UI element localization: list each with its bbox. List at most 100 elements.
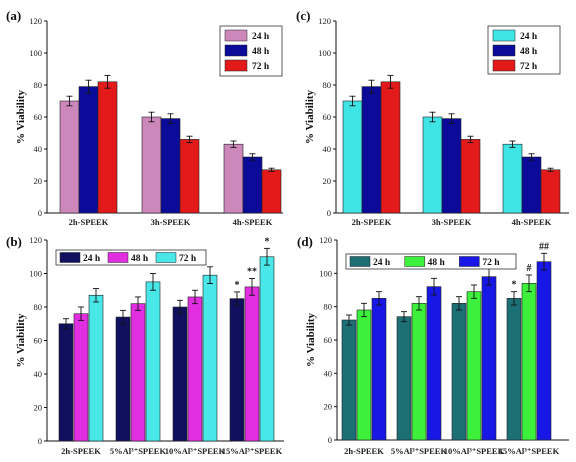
y-tick-label: 20 xyxy=(34,403,43,413)
bar-1-1 xyxy=(342,100,363,214)
x-tick-label: 2h-SPEEK xyxy=(69,217,109,227)
bar-2-2 xyxy=(441,118,462,214)
y-axis-label: % Viability xyxy=(15,313,27,368)
bar-3-1 xyxy=(88,294,104,442)
x-tick-label: 4h-SPEEK xyxy=(512,217,552,227)
legend-swatch xyxy=(224,44,248,57)
panel-label: (a) xyxy=(6,8,21,23)
bar-3-1 xyxy=(380,81,401,214)
y-tick-label: 120 xyxy=(29,16,42,26)
x-tick-label: 3h-SPEEK xyxy=(151,217,191,227)
bar-2-3 xyxy=(521,156,542,214)
x-tick-label: 5%Al³⁺SPEEK xyxy=(391,446,448,456)
significance-mark: * xyxy=(512,280,517,291)
legend-label: 48 h xyxy=(428,258,446,268)
significance-mark: * xyxy=(265,236,270,247)
y-tick-label: 0 xyxy=(38,208,42,218)
bar-1-2 xyxy=(141,116,162,214)
significance-mark: * xyxy=(235,280,240,291)
y-tick-label: 0 xyxy=(328,435,332,445)
y-tick-label: 0 xyxy=(38,436,42,446)
x-tick-label: 4h-SPEEK xyxy=(233,217,273,227)
y-tick-label: 100 xyxy=(29,269,42,279)
y-tick-label: 40 xyxy=(323,144,332,154)
bar-2-2 xyxy=(160,118,181,214)
x-tick-label: 2h-SPEEK xyxy=(344,446,384,456)
x-tick-label: 5%Al³⁺SPEEK xyxy=(110,446,167,456)
y-tick-label: 40 xyxy=(324,368,333,378)
bar-2-1 xyxy=(78,86,99,214)
x-tick-label: 2h-SPEEK xyxy=(352,217,392,227)
y-tick-label: 60 xyxy=(324,335,333,345)
y-tick-label: 40 xyxy=(34,144,43,154)
legend-swatch xyxy=(404,256,425,267)
legend-label: 72 h xyxy=(520,62,538,72)
legend-label: 48 h xyxy=(131,254,149,264)
bar-3-2 xyxy=(460,139,481,214)
bar-2-3 xyxy=(242,156,263,214)
x-tick-label: 3h-SPEEK xyxy=(432,217,472,227)
significance-mark: ## xyxy=(539,241,549,252)
bar-1-3 xyxy=(502,143,523,214)
x-tick-label: 15%Al³⁺SPEEK xyxy=(222,446,283,456)
legend-swatch xyxy=(459,256,480,267)
bar-3-4 xyxy=(536,261,552,441)
y-tick-label: 60 xyxy=(34,112,43,122)
panel-d: (d) 0 20 40 60 80 100 120 % Viability 2h-SPEEK 5%A… xyxy=(297,234,569,456)
legend-swatch xyxy=(155,252,177,263)
panel-c: (c) 0 20 40 60 80 100 120 % Viability 2h-SPEEK 3h-… xyxy=(296,8,569,227)
panel-b: (b) 0 20 40 60 80 100 120 % Viability 2h-SPEEK 5%A… xyxy=(6,234,284,456)
x-tick-label: 10%Al³⁺SPEEK xyxy=(165,446,226,456)
bar-1-4 xyxy=(506,298,522,441)
x-tick-label: 2h-SPEEK xyxy=(61,446,101,456)
legend-label: 24 h xyxy=(520,32,538,42)
bar-2-4 xyxy=(244,286,260,442)
x-tick-label: 10%Al³⁺SPEEK xyxy=(444,446,505,456)
bar-1-3 xyxy=(172,306,188,442)
panel-label: (b) xyxy=(6,234,22,249)
bar-3-3 xyxy=(261,169,282,214)
panel-label: (c) xyxy=(296,8,310,23)
legend-swatch xyxy=(492,59,516,72)
bar-3-3 xyxy=(540,169,561,214)
bar-1-2 xyxy=(115,316,131,442)
legend-swatch xyxy=(349,256,371,267)
bar-2-2 xyxy=(130,303,146,442)
bar-3-3 xyxy=(202,274,218,442)
y-axis-label: % Viability xyxy=(304,89,316,144)
y-tick-label: 120 xyxy=(318,16,331,26)
y-tick-label: 20 xyxy=(34,176,43,186)
y-tick-label: 100 xyxy=(29,48,42,58)
legend-swatch xyxy=(492,29,516,42)
bar-3-1 xyxy=(97,81,118,214)
legend-swatch xyxy=(107,252,129,263)
y-tick-label: 80 xyxy=(323,80,332,90)
legend-label: 72 h xyxy=(252,62,270,72)
y-axis-label: % Viability xyxy=(305,312,317,367)
panel-label: (d) xyxy=(297,234,313,249)
significance-mark: # xyxy=(527,263,532,274)
bar-1-1 xyxy=(58,323,74,442)
bar-1-2 xyxy=(422,116,443,214)
bar-1-3 xyxy=(223,143,244,214)
bar-3-2 xyxy=(145,281,161,442)
legend-swatch xyxy=(224,59,248,72)
y-tick-label: 0 xyxy=(327,208,331,218)
y-tick-label: 100 xyxy=(319,268,332,278)
x-tick-label: 15%Al³⁺SPEEK xyxy=(499,446,560,456)
legend-label: 24 h xyxy=(83,254,101,264)
legend-label: 48 h xyxy=(252,47,270,57)
legend-swatch xyxy=(492,44,516,57)
bar-1-1 xyxy=(59,100,80,214)
legend-swatch xyxy=(224,29,248,42)
bar-1-2 xyxy=(396,316,412,441)
bar-2-3 xyxy=(187,296,203,442)
bar-3-2 xyxy=(426,286,442,441)
legend-swatch xyxy=(59,252,81,263)
bar-1-4 xyxy=(229,298,245,442)
legend-label: 24 h xyxy=(252,32,270,42)
panel-a: (a) 0 20 40 60 80 100 120 % Viability 2h-SPEEK 3h-… xyxy=(6,8,283,227)
y-axis-label: % Viability xyxy=(15,89,27,144)
y-tick-label: 100 xyxy=(318,48,331,58)
